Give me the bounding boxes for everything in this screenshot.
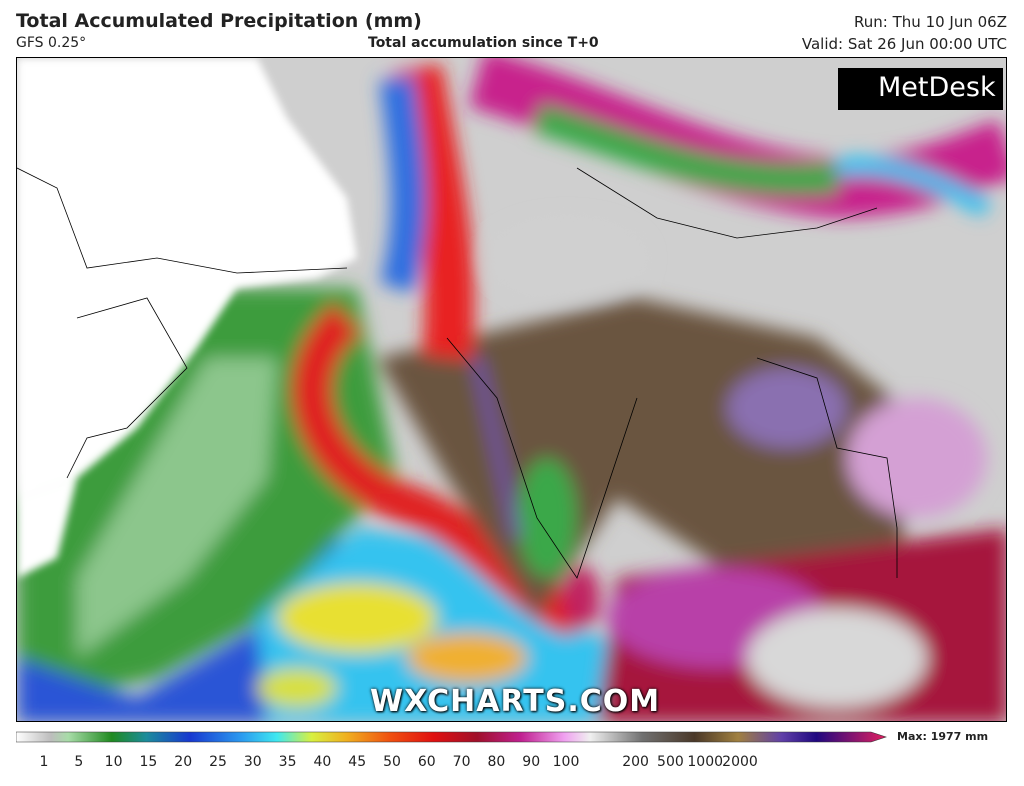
colorbar-label: 70 bbox=[453, 754, 471, 770]
colorbar-label: 100 bbox=[553, 754, 580, 770]
colorbar-label: 15 bbox=[139, 754, 157, 770]
colorbar-label: 2000 bbox=[722, 754, 758, 770]
colorbar-label: 1 bbox=[40, 754, 49, 770]
colorbar-label: 1000 bbox=[687, 754, 723, 770]
model: GFS 0.25° bbox=[16, 35, 87, 51]
colorbar-label: 10 bbox=[105, 754, 123, 770]
colorbar-label: 50 bbox=[383, 754, 401, 770]
run-time: Run: Thu 10 Jun 06Z bbox=[854, 13, 1007, 31]
colorbar-label: 60 bbox=[418, 754, 436, 770]
map bbox=[16, 57, 1007, 722]
watermark: WXCHARTS.COM bbox=[370, 684, 661, 719]
title: Total Accumulated Precipitation (mm) bbox=[16, 10, 422, 32]
colorbar-label: 500 bbox=[657, 754, 684, 770]
colorbar-label: 90 bbox=[522, 754, 540, 770]
colorbar-label: 80 bbox=[487, 754, 505, 770]
precip-field bbox=[17, 58, 1006, 721]
subtitle: Total accumulation since T+0 bbox=[368, 35, 599, 51]
colorbar-label: 40 bbox=[313, 754, 331, 770]
colorbar-label: 5 bbox=[74, 754, 83, 770]
logo: MetDesk bbox=[838, 68, 1003, 110]
colorbar-label: 20 bbox=[174, 754, 192, 770]
colorbar-label: 45 bbox=[348, 754, 366, 770]
colorbar: 1 5 10 15 20 25 30 35 40 45 50 60 70 80 90 100 200 500 100… bbox=[16, 731, 887, 770]
valid-time: Valid: Sat 26 Jun 00:00 UTC bbox=[801, 35, 1007, 53]
colorbar-label: 35 bbox=[279, 754, 297, 770]
max-label: Max: 1977 mm bbox=[897, 730, 989, 743]
colorbar-label: 200 bbox=[622, 754, 649, 770]
colorbar-label: 30 bbox=[244, 754, 262, 770]
colorbar-label: 25 bbox=[209, 754, 227, 770]
